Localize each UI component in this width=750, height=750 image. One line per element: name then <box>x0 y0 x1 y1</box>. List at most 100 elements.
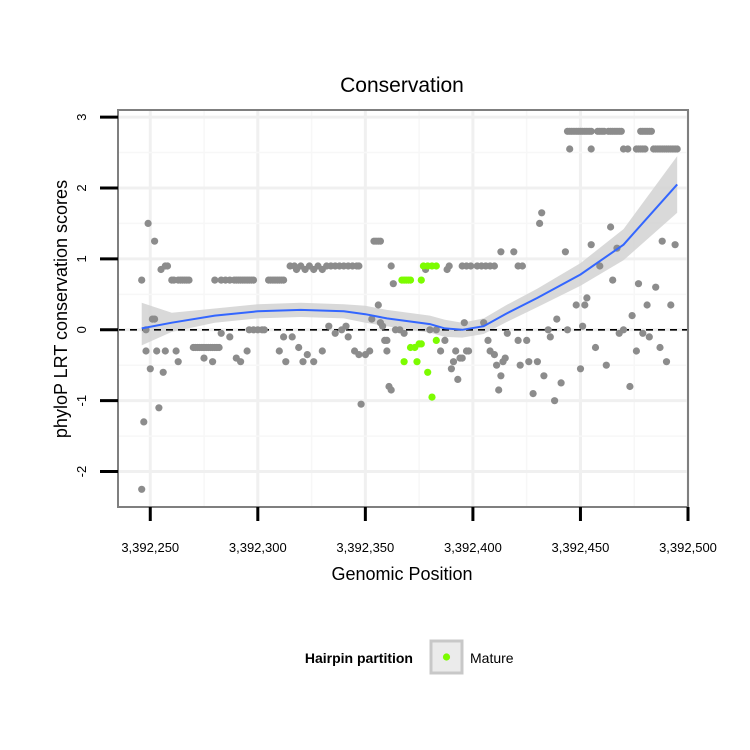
other-point <box>449 358 458 366</box>
other-point <box>260 326 268 334</box>
mature-point <box>406 276 415 284</box>
y-tick-label: 2 <box>74 184 89 191</box>
other-point <box>538 209 546 217</box>
other-point <box>566 145 574 153</box>
smooth-line-layer <box>141 183 678 331</box>
mature-point <box>428 393 436 401</box>
y-axis-title: phyloP LRT conservation scores <box>51 180 71 438</box>
other-point <box>452 347 460 355</box>
other-point <box>454 375 462 383</box>
other-point <box>596 262 604 270</box>
other-point <box>607 223 615 231</box>
other-point <box>632 347 641 355</box>
other-point <box>501 354 509 362</box>
other-point <box>628 312 636 320</box>
other-point <box>583 294 591 302</box>
other-point <box>563 326 572 334</box>
mature-point <box>417 340 425 348</box>
x-axis-title: Genomic Position <box>331 564 472 584</box>
other-point <box>652 283 660 291</box>
other-point <box>641 145 649 153</box>
other-point <box>579 322 587 330</box>
other-point <box>318 347 326 355</box>
other-point <box>493 361 501 369</box>
other-point <box>387 386 395 394</box>
other-point <box>344 333 352 341</box>
other-point <box>553 315 561 323</box>
other-point <box>656 343 664 352</box>
x-tick-label: 3,392,500 <box>659 540 717 555</box>
other-point <box>437 347 445 355</box>
other-point <box>383 336 391 344</box>
mature-point <box>424 368 432 376</box>
other-point <box>368 315 376 323</box>
other-point <box>514 336 522 344</box>
other-point <box>619 326 628 334</box>
other-point <box>217 329 225 337</box>
other-point <box>161 347 169 355</box>
other-point <box>275 347 283 355</box>
other-point <box>576 365 585 373</box>
other-point <box>634 280 643 288</box>
confidence-band <box>141 156 678 346</box>
other-point <box>673 145 681 153</box>
x-tick-label: 3,392,350 <box>336 540 394 555</box>
mature-point <box>413 358 421 366</box>
other-point <box>138 276 146 284</box>
other-point <box>282 358 290 366</box>
other-point <box>647 127 656 135</box>
other-point <box>159 368 167 376</box>
x-tick-label: 3,392,400 <box>444 540 502 555</box>
other-point <box>295 343 303 352</box>
other-point <box>445 262 453 270</box>
x-tick-label: 3,392,450 <box>552 540 610 555</box>
other-point <box>441 336 449 344</box>
other-point <box>355 351 363 359</box>
other-point <box>458 354 466 362</box>
other-point <box>561 248 570 256</box>
other-point <box>325 322 333 330</box>
other-point <box>533 358 542 366</box>
other-point <box>557 379 565 387</box>
other-point <box>497 248 505 256</box>
other-point <box>383 347 391 355</box>
other-point <box>237 358 245 366</box>
other-point <box>249 276 258 284</box>
other-point <box>490 262 498 270</box>
other-point <box>243 347 251 355</box>
other-point <box>355 262 363 270</box>
other-point <box>516 361 524 369</box>
other-point <box>617 127 625 135</box>
chart-title: Conservation <box>340 74 464 97</box>
plot-background <box>118 110 688 507</box>
confidence-band-layer <box>141 156 678 346</box>
y-tick-label: 0 <box>74 326 89 333</box>
other-point <box>331 329 339 337</box>
mature-point <box>400 358 408 366</box>
other-point <box>209 358 217 366</box>
other-point <box>432 326 440 334</box>
mature-point <box>432 262 440 270</box>
other-point <box>643 301 651 309</box>
other-point <box>400 329 408 337</box>
other-point <box>671 241 679 249</box>
other-point <box>303 351 311 359</box>
other-point <box>200 354 208 362</box>
other-point <box>662 358 671 366</box>
y-tick-label: -2 <box>74 466 89 478</box>
axes-layer: 3,392,250 3,392,300 3,392,350 3,392,400 3,39… <box>74 109 717 555</box>
other-point <box>376 237 384 245</box>
other-point <box>215 343 223 352</box>
other-point <box>609 276 617 284</box>
other-point <box>140 418 148 426</box>
mature-point <box>417 276 425 284</box>
other-point <box>374 301 382 309</box>
other-point <box>366 347 374 355</box>
legend-key-mature-dot <box>442 653 451 661</box>
other-point <box>447 365 455 373</box>
mature-point <box>432 336 440 344</box>
other-point <box>153 347 161 355</box>
other-point <box>185 276 193 284</box>
other-point <box>639 329 647 337</box>
